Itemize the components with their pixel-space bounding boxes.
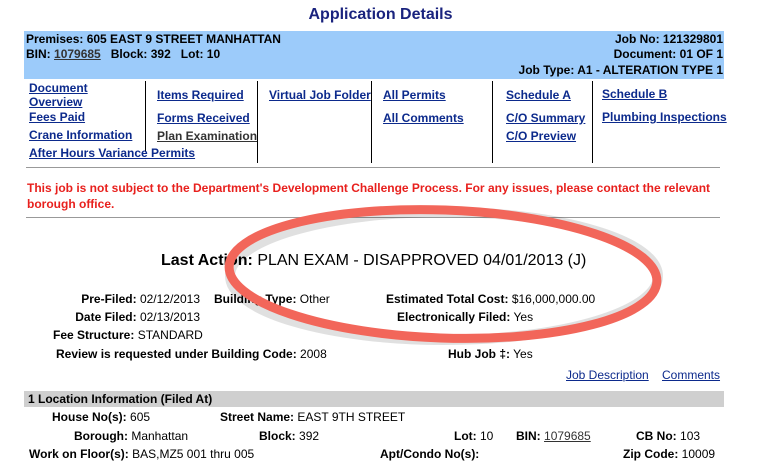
- bin-link[interactable]: 1079685: [544, 429, 591, 443]
- premises-header: [24, 31, 724, 79]
- lot: Lot: 10: [180, 47, 221, 61]
- electronically-filed: Electronically Filed: Yes: [397, 310, 534, 324]
- link-plumbing-inspections[interactable]: Plumbing Inspections: [602, 110, 727, 124]
- divider: [371, 81, 372, 163]
- link-co-summary[interactable]: C/O Summary: [506, 111, 586, 125]
- link-document-overview[interactable]: Document Overview: [29, 81, 88, 109]
- zip-code: Zip Code: 10009: [623, 447, 716, 461]
- link-schedule-b[interactable]: Schedule B: [602, 87, 668, 101]
- divider: [257, 81, 258, 163]
- link-virtual-job-folder[interactable]: Virtual Job Folder: [269, 88, 371, 102]
- link-all-permits[interactable]: All Permits: [383, 88, 446, 102]
- divider: [592, 81, 593, 163]
- date-filed: Date Filed: 02/13/2013: [75, 310, 200, 324]
- link-items-required[interactable]: Items Required: [157, 88, 244, 102]
- fee-structure: Fee Structure: STANDARD: [53, 328, 203, 342]
- job-no: Job No: 121329801: [614, 32, 723, 46]
- block: Block: 392: [259, 429, 320, 443]
- page-title: Application Details: [308, 6, 453, 23]
- bin-label: BIN:: [26, 47, 51, 61]
- section-title: 1 Location Information (Filed At): [28, 392, 213, 406]
- job-type: Job Type: A1 - ALTERATION TYPE 1: [518, 63, 723, 77]
- divider: [26, 217, 720, 218]
- link-fees-paid[interactable]: Fees Paid: [29, 110, 86, 124]
- link-crane-information[interactable]: Crane Information: [29, 128, 133, 142]
- premises: Premises: 605 EAST 9 STREET MANHATTAN: [26, 32, 281, 46]
- block: Block: 392: [110, 47, 171, 61]
- section-header: [24, 391, 724, 407]
- link-forms-received[interactable]: Forms Received: [157, 111, 250, 125]
- street-name: Street Name: EAST 9TH STREET: [220, 410, 406, 424]
- bin-link[interactable]: 1079685: [54, 47, 101, 61]
- divider: [492, 81, 493, 163]
- bin: BIN: 1079685: [516, 429, 591, 443]
- pre-filed: Pre-Filed: 02/12/2013: [81, 292, 200, 306]
- work-on-floors: Work on Floor(s): BAS,MZ5 001 thru 005: [29, 447, 255, 461]
- link-co-preview[interactable]: C/O Preview: [506, 129, 577, 143]
- lot: Lot: 10: [454, 429, 494, 443]
- cb-no: CB No: 103: [636, 429, 701, 443]
- link-plan-examination[interactable]: Plan Examination: [157, 129, 258, 143]
- link-all-comments[interactable]: All Comments: [383, 111, 464, 125]
- link-comments[interactable]: Comments: [662, 368, 721, 382]
- notice-text: This job is not subject to the Departmen…: [27, 181, 711, 211]
- divider: [26, 167, 720, 168]
- bin-row: BIN: 1079685 Block: 392 Lot: 10: [26, 47, 220, 61]
- estimated-total-cost: Estimated Total Cost: $16,000,000.00: [386, 292, 596, 306]
- link-schedule-a[interactable]: Schedule A: [506, 88, 571, 102]
- link-job-description[interactable]: Job Description: [566, 368, 649, 382]
- document-count: Document: 01 OF 1: [613, 47, 723, 61]
- hub-job: Hub Job ‡: Yes: [448, 347, 533, 361]
- link-after-hours-variance[interactable]: After Hours Variance Permits: [29, 146, 196, 160]
- apt-condo: Apt/Condo No(s):: [380, 447, 480, 461]
- building-code: Review is requested under Building Code:…: [56, 347, 327, 361]
- house-no: House No(s): 605: [52, 410, 151, 424]
- borough: Borough: Manhattan: [74, 429, 189, 443]
- divider: [145, 81, 146, 152]
